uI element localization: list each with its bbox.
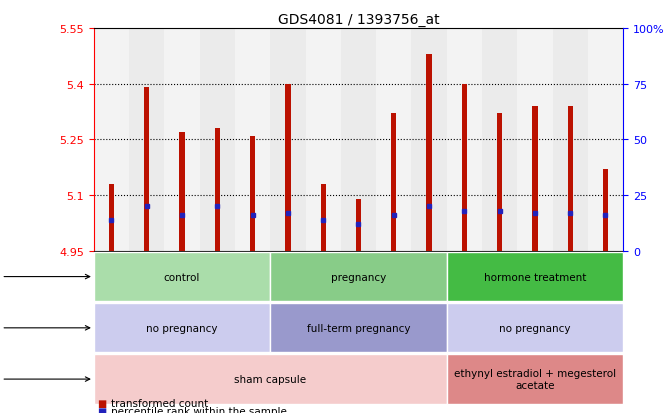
Bar (426, 55, 431, 252)
Title: GDS4081 / 1393756_at: GDS4081 / 1393756_at (277, 12, 440, 26)
Bar (144, 88, 149, 252)
Bar (447, 252, 623, 301)
Text: pregnancy: pregnancy (331, 272, 386, 282)
Bar (391, 114, 397, 252)
Bar (462, 85, 467, 252)
Bar (214, 129, 220, 252)
Bar (603, 170, 608, 252)
Text: control: control (164, 272, 200, 282)
Text: percentile rank within the sample: percentile rank within the sample (111, 406, 287, 413)
Bar (94, 355, 447, 404)
Bar (447, 29, 482, 252)
Bar (285, 85, 291, 252)
Bar (164, 29, 200, 252)
Bar (497, 114, 502, 252)
Bar (94, 304, 270, 353)
Bar (588, 29, 623, 252)
Bar (482, 29, 517, 252)
Bar (306, 29, 341, 252)
Bar (517, 29, 553, 252)
Bar (411, 29, 447, 252)
Bar (376, 29, 411, 252)
Bar (270, 304, 447, 353)
Bar (94, 29, 129, 252)
Bar (270, 252, 447, 301)
Bar (356, 199, 361, 252)
Text: ■: ■ (97, 398, 107, 408)
Text: hormone treatment: hormone treatment (484, 272, 586, 282)
Text: protocol: protocol (0, 272, 90, 282)
Bar (553, 29, 588, 252)
Bar (567, 107, 573, 252)
Text: ethynyl estradiol + megesterol
acetate: ethynyl estradiol + megesterol acetate (454, 368, 616, 390)
Bar (235, 29, 270, 252)
Text: sham capsule: sham capsule (234, 374, 306, 384)
Bar (341, 29, 376, 252)
Text: no pregnancy: no pregnancy (146, 323, 218, 333)
Text: development stage: development stage (0, 323, 90, 333)
Bar (447, 304, 623, 353)
Bar (250, 136, 255, 252)
Bar (109, 185, 114, 252)
Bar (320, 185, 326, 252)
Bar (532, 107, 537, 252)
Bar (447, 355, 623, 404)
Bar (94, 252, 270, 301)
Bar (180, 133, 185, 252)
Text: agent: agent (0, 374, 90, 384)
Text: no pregnancy: no pregnancy (499, 323, 571, 333)
Text: full-term pregnancy: full-term pregnancy (307, 323, 410, 333)
Text: transformed count: transformed count (111, 398, 208, 408)
Bar (200, 29, 235, 252)
Bar (270, 29, 306, 252)
Text: ■: ■ (97, 406, 107, 413)
Bar (129, 29, 164, 252)
